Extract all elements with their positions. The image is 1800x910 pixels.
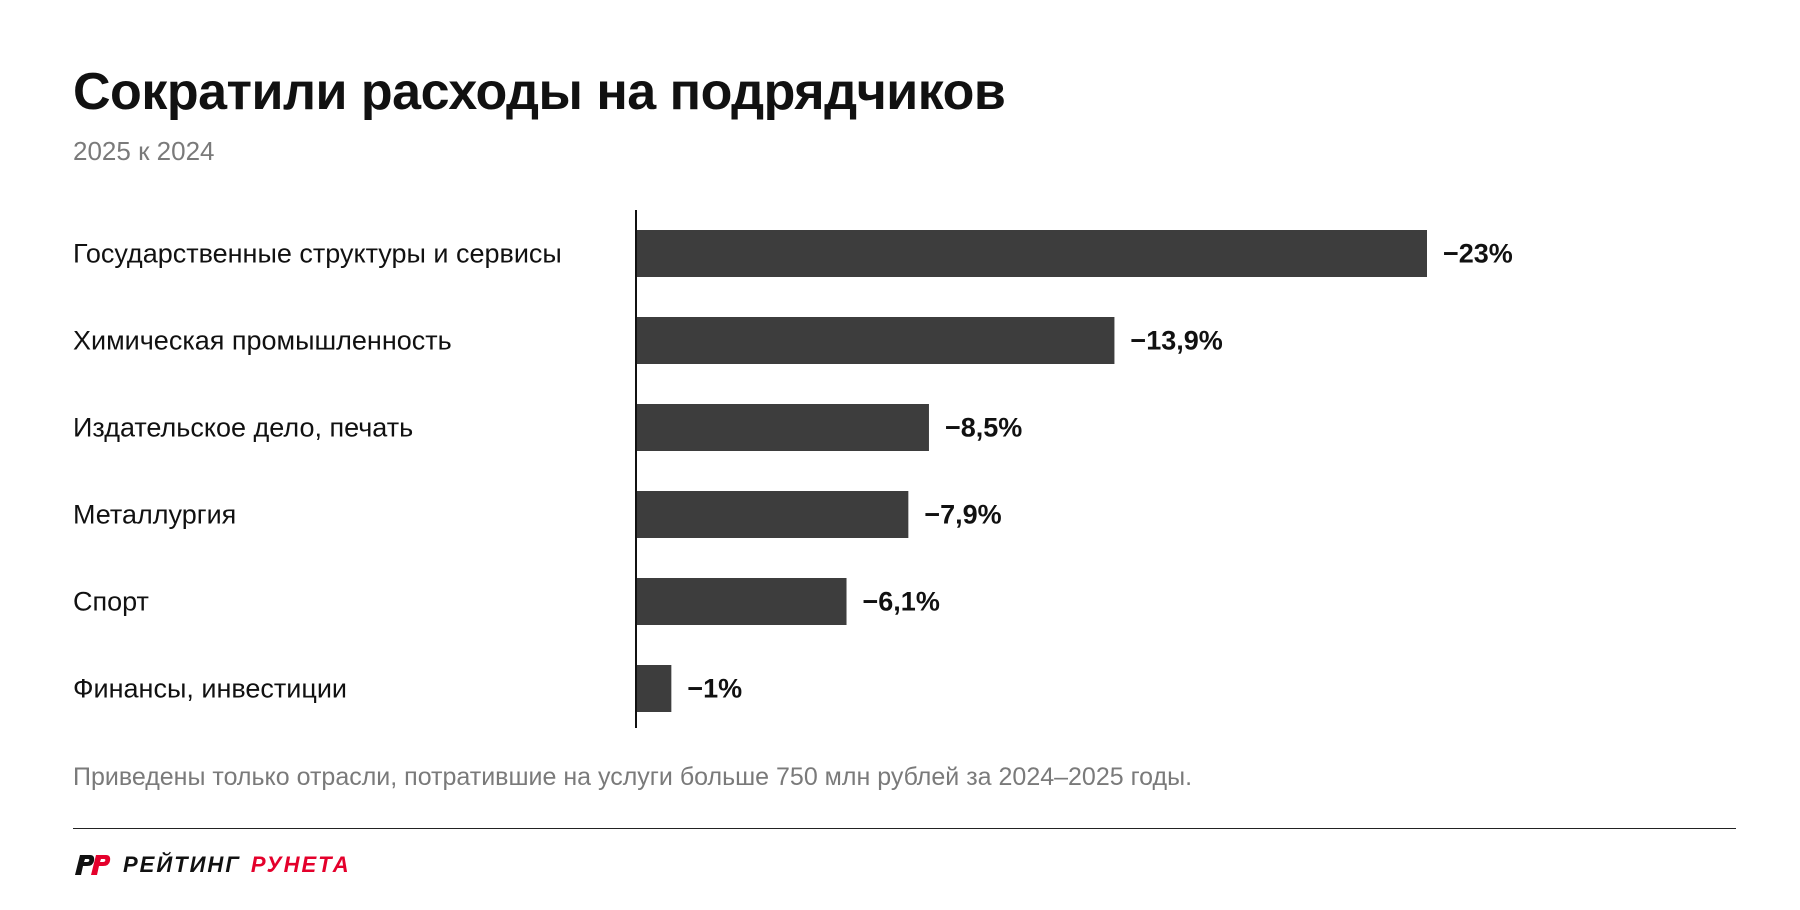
- bar: [637, 404, 929, 451]
- bar: [637, 230, 1427, 277]
- footnote: Приведены только отрасли, потратившие на…: [73, 763, 1193, 791]
- bar-chart: Государственные структуры и сервисы Химич…: [73, 210, 1513, 728]
- bar: [637, 317, 1115, 364]
- value-label: −23%: [1443, 239, 1513, 269]
- category-label: Металлургия: [73, 500, 236, 530]
- category-label: Финансы, инвестиции: [73, 674, 347, 704]
- value-label: −13,9%: [1130, 326, 1222, 356]
- bars: [637, 230, 1427, 712]
- value-label: −8,5%: [945, 413, 1022, 443]
- category-label: Химическая промышленность: [73, 326, 452, 356]
- value-labels: −23% −13,9% −8,5% −7,9% −6,1% −1%: [687, 239, 1512, 704]
- bar: [637, 578, 847, 625]
- value-label: −6,1%: [863, 587, 940, 617]
- rr-logo-icon: [75, 855, 111, 875]
- footer-divider: [73, 828, 1736, 829]
- bar: [637, 665, 672, 712]
- value-label: −1%: [687, 674, 742, 704]
- brand-word-1: РЕЙТИНГ: [123, 852, 241, 877]
- category-label: Спорт: [73, 587, 149, 617]
- category-labels: Государственные структуры и сервисы Химич…: [73, 239, 562, 704]
- category-label: Государственные структуры и сервисы: [73, 239, 562, 269]
- brand-logo: РЕЙТИНГ РУНЕТА: [73, 852, 351, 878]
- brand-word-2: РУНЕТА: [250, 852, 351, 877]
- chart-subtitle: 2025 к 2024: [73, 136, 215, 166]
- value-label: −7,9%: [924, 500, 1001, 530]
- bar: [637, 491, 909, 538]
- category-label: Издательское дело, печать: [73, 413, 413, 443]
- chart-title: Сократили расходы на подрядчиков: [73, 63, 1006, 121]
